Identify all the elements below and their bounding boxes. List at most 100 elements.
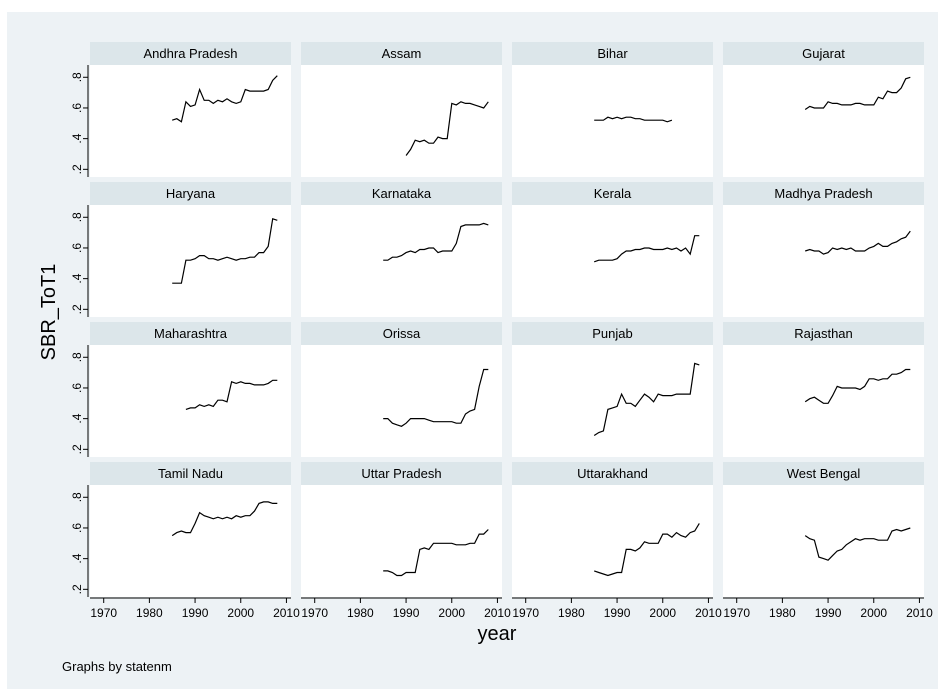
series-line-rajasthan xyxy=(804,368,911,404)
panel-plot-area xyxy=(723,205,924,317)
panel-haryana: Haryana .2 .4 .6 .8 xyxy=(70,182,291,317)
panel-kerala: Kerala xyxy=(512,182,713,317)
panel-title: Uttar Pradesh xyxy=(361,466,441,481)
panel-title: Assam xyxy=(382,46,422,61)
panel-title: Haryana xyxy=(166,186,216,201)
y-tick-label: .4 xyxy=(70,133,84,143)
y-tick-label: .4 xyxy=(70,273,84,283)
panel-strip xyxy=(512,322,713,345)
y-tick-label: .8 xyxy=(70,72,84,82)
panel-title: Kerala xyxy=(594,186,632,201)
panel-plot-area xyxy=(512,205,713,317)
y-tick-label: .2 xyxy=(70,164,84,174)
panel-andhra-pradesh: Andhra Pradesh .2 .4 .6 .8 xyxy=(70,42,291,177)
y-tick-label: .4 xyxy=(70,413,84,423)
graphs-by-note: Graphs by statenm xyxy=(62,659,172,674)
panel-title: Rajasthan xyxy=(794,326,853,341)
series-line-assam xyxy=(405,101,489,156)
x-tick-label: 2000 xyxy=(438,606,465,620)
panel-maharashtra: Maharashtra .2 .4 .6 .8 xyxy=(70,322,291,457)
panel-uttar-pradesh: Uttar Pradesh xyxy=(301,462,502,599)
x-tick-label: 1990 xyxy=(393,606,420,620)
y-tick-label: .6 xyxy=(70,243,84,253)
series-line-orissa xyxy=(383,368,489,427)
y-tick-label: .8 xyxy=(70,352,84,362)
panel-title: Gujarat xyxy=(802,46,845,61)
x-tick-label: 2000 xyxy=(227,606,254,620)
series-line-bihar xyxy=(594,116,673,123)
series-line-haryana xyxy=(172,218,278,284)
x-tick-label: 1980 xyxy=(769,606,796,620)
panel-plot-area xyxy=(512,65,713,177)
x-axis-title: year xyxy=(478,623,517,645)
series-line-gujarat xyxy=(804,76,911,110)
y-tick-label: .6 xyxy=(70,383,84,393)
panel-plot-area xyxy=(512,345,713,457)
y-tick-label: .2 xyxy=(70,584,84,594)
x-tick-label: 2010 xyxy=(695,606,722,620)
panel-title: Orissa xyxy=(383,326,421,341)
panel-madhya-pradesh: Madhya Pradesh xyxy=(723,182,924,317)
panel-strip xyxy=(723,182,924,205)
panel-title: West Bengal xyxy=(787,466,861,481)
panel-plot-area xyxy=(90,65,291,177)
panel-strip xyxy=(90,462,291,485)
x-tick-label: 1990 xyxy=(182,606,209,620)
panel-gujarat: Gujarat xyxy=(723,42,924,177)
panel-karnataka: Karnataka xyxy=(301,182,502,317)
panel-strip xyxy=(301,42,502,65)
series-line-west-bengal xyxy=(804,527,911,561)
panel-plot-area xyxy=(723,485,924,597)
panel-plot-area xyxy=(301,485,502,597)
y-tick-label: .2 xyxy=(70,304,84,314)
panel-title: Uttarakhand xyxy=(577,466,648,481)
panel-punjab: Punjab xyxy=(512,322,713,457)
panel-strip xyxy=(90,42,291,65)
x-tick-label: 2010 xyxy=(273,606,300,620)
panel-title: Maharashtra xyxy=(154,326,228,341)
panel-plot-area xyxy=(723,65,924,177)
x-tick-label: 1970 xyxy=(512,606,539,620)
x-tick-label: 1970 xyxy=(301,606,328,620)
panel-west-bengal: West Bengal xyxy=(723,462,924,599)
panel-strip xyxy=(512,462,713,485)
panel-plot-area xyxy=(512,485,713,597)
panel-title: Karnataka xyxy=(372,186,432,201)
panel-strip xyxy=(301,462,502,485)
y-tick-label: .6 xyxy=(70,523,84,533)
y-tick-label: .8 xyxy=(70,212,84,222)
panel-assam: Assam xyxy=(301,42,502,177)
x-tick-label: 2000 xyxy=(649,606,676,620)
panel-orissa: Orissa xyxy=(301,322,502,457)
panel-strip xyxy=(90,322,291,345)
panel-title: Bihar xyxy=(597,46,628,61)
x-tick-label: 1970 xyxy=(723,606,750,620)
panel-plot-area xyxy=(301,205,502,317)
x-tick-label: 1980 xyxy=(347,606,374,620)
panel-title: Madhya Pradesh xyxy=(774,186,872,201)
y-axis-title: SBR_ToT1 xyxy=(38,264,60,361)
panel-strip xyxy=(512,42,713,65)
panel-strip xyxy=(723,42,924,65)
y-tick-label: .6 xyxy=(70,103,84,113)
x-tick-label: 1970 xyxy=(90,606,117,620)
panel-plot-area xyxy=(723,345,924,457)
x-tick-label: 1980 xyxy=(558,606,585,620)
series-line-madhya-pradesh xyxy=(805,230,911,255)
panel-strip xyxy=(301,322,502,345)
x-tick-label: 2000 xyxy=(860,606,887,620)
series-line-punjab xyxy=(593,362,700,437)
series-line-tamil-nadu xyxy=(171,501,278,537)
panel-title: Punjab xyxy=(592,326,632,341)
series-line-kerala xyxy=(594,235,700,263)
panel-plot-area xyxy=(90,205,291,317)
x-tick-label: 1990 xyxy=(815,606,842,620)
panel-uttarakhand: Uttarakhand xyxy=(512,462,713,599)
panel-strip xyxy=(723,462,924,485)
series-line-andhra-pradesh xyxy=(172,75,278,123)
panel-plot-area xyxy=(301,345,502,457)
x-tick-label: 2010 xyxy=(484,606,511,620)
panel-title: Andhra Pradesh xyxy=(144,46,238,61)
